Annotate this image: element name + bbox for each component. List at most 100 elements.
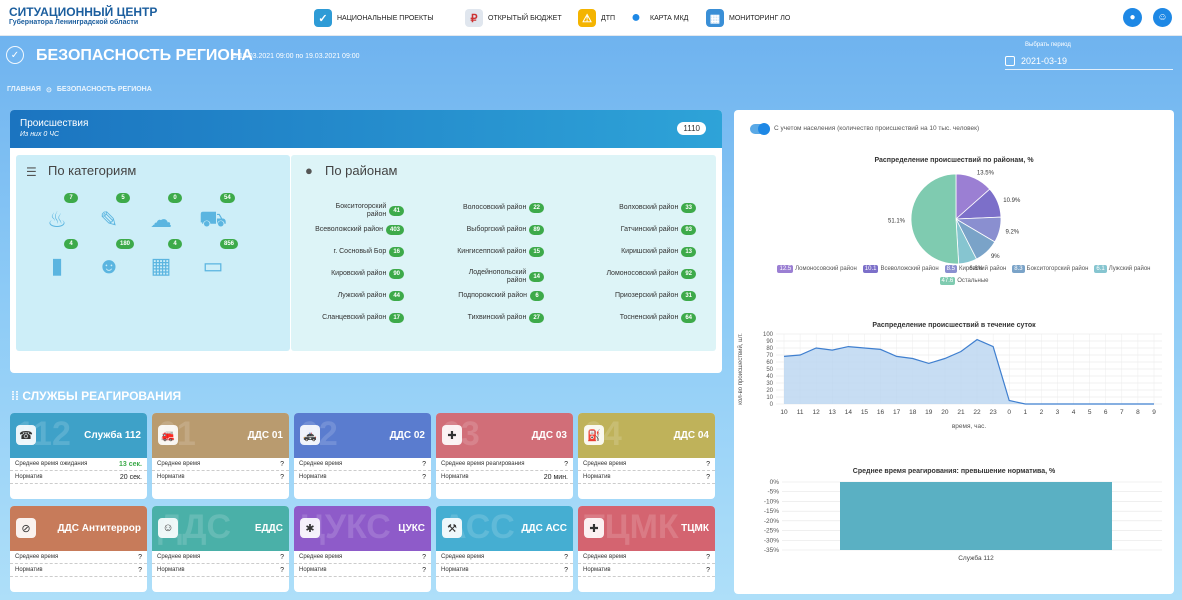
pie-legend-item[interactable]: 6.1 Лужский район [1094,265,1151,273]
pie-legend-item[interactable]: 12.5 Ломоносовский район [777,265,857,273]
district-item[interactable]: Тосненский район 64 [620,313,696,323]
district-item[interactable]: Лужский район 44 [338,291,404,301]
district-item[interactable]: Подпорожский район 6 [458,291,544,301]
rescuer-icon: ⚒ [442,518,462,538]
district-item[interactable]: Кировский район 90 [331,269,404,279]
district-item[interactable]: Киришский район 13 [621,247,696,257]
fire-icon[interactable]: ♨ [47,207,67,232]
pie-legend-item[interactable]: 47.6 Остальные [939,277,988,285]
city-icon[interactable]: ▦ [150,253,172,278]
incidents-title: Происшествия [20,118,89,129]
service-card-header: ТЦМК ✚ ТЦМК [578,506,715,551]
pie-chart-title: Распределение происшествий по районам, % [874,157,1034,164]
bar-chart: 0% -5% -10% -15% -20% -25% -30% -35% Служба 112 [764,479,1162,562]
service-row-time: Среднее время? [436,551,573,564]
district-item[interactable]: Всеволожский район 403 [315,225,404,235]
nav-national-projects[interactable]: ✓ НАЦИОНАЛЬНЫЕ ПРОЕКТЫ [314,0,434,36]
service-norm-label: Норматив [583,474,611,480]
list-icon: ☰ [26,165,37,179]
service-time-label: Среднее время реагирования [441,461,525,467]
building-icon[interactable]: ▮ [50,253,64,278]
district-item[interactable]: Ломоносовский район 92 [606,269,696,279]
district-count-badge: 33 [681,203,696,213]
population-toggle[interactable] [750,123,770,135]
nav-open-budget[interactable]: ₽ ОТКРЫТЫЙ БЮДЖЕТ [465,0,562,36]
pie-slice-label: 51.1% [888,219,906,225]
service-norm-label: Норматив [15,567,43,573]
user-icon[interactable]: ☺ [1153,8,1172,27]
district-count-badge: 89 [529,225,544,235]
category-count-badge: 180 [116,239,135,249]
district-name: Подпорожский район [458,292,527,299]
other-icon[interactable]: ▭ [202,253,224,278]
district-item[interactable]: Лодейнопольский район 14 [456,269,544,285]
districts-title: По районам [325,163,398,178]
district-item[interactable]: г. Сосновый Бор 16 [334,247,404,257]
service-norm-label: Норматив [157,567,185,573]
service-card[interactable]: ТЦМК ✚ ТЦМК Среднее время? Норматив? [578,506,715,592]
bell-icon[interactable]: ● [1123,8,1142,27]
x-tick-label: 17 [893,409,901,416]
wrench-icon[interactable]: ✎ [99,207,119,232]
district-item[interactable]: Сланцевский район 17 [322,313,404,323]
district-item[interactable]: Выборгский район 89 [467,225,544,235]
district-count-badge: 31 [681,291,696,301]
service-row-norm: Норматив? [294,564,431,577]
line-chart-title: Распределение происшествий в течение сут… [872,322,1036,329]
district-item[interactable]: Тихвинский район 27 [468,313,544,323]
x-tick-label: 11 [797,409,804,416]
service-card[interactable]: АСС ⚒ ДДС АСС Среднее время? Норматив? [436,506,573,592]
incidents-panel: Происшествия Из них 0 ЧС 1110 ☰ По катег… [10,110,722,373]
x-tick-label: 19 [925,409,933,416]
service-card[interactable]: 03 ✚ ДДС 03 Среднее время реагирования? … [436,413,573,499]
x-tick-label: 2 [1040,409,1044,416]
legend-label: Бокситогорский район [1026,266,1089,272]
district-item[interactable]: Гатчинский район 93 [621,225,696,235]
y-tick-label: 70 [766,353,773,359]
pie-legend-item[interactable]: 8.3 Бокситогорский район [1012,265,1088,273]
district-name: Кировский район [331,270,387,277]
service-norm-value: ? [422,473,426,481]
nav-map-mkd[interactable]: ● КАРТА МКД [627,0,688,36]
district-count-badge: 14 [529,272,544,282]
service-card-header: 112 ☎ Служба 112 [10,413,147,458]
nav-dtp[interactable]: ⚠ ДТП [578,0,615,36]
service-norm-label: Норматив [441,567,469,573]
x-tick-label: 1 [1023,409,1027,416]
car-icon[interactable]: ⛟ [199,205,227,231]
district-item[interactable]: Волосовский район 22 [463,203,544,213]
service-time-label: Среднее время [299,554,343,560]
x-tick-label: 5 [1088,409,1092,416]
pie-legend-item[interactable]: 8.5 Кировский район [944,265,1006,273]
service-name: ДДС 03 [531,430,567,441]
x-tick-label: 7 [1120,409,1124,416]
x-tick-label: 13 [829,409,837,416]
x-tick-label: 12 [813,409,821,416]
service-row-time: Среднее время? [152,551,289,564]
y-tick-label: -30% [764,537,779,544]
service-card[interactable]: ДДС ☺ ЕДДС Среднее время? Норматив? [152,506,289,592]
accident-icon: ⚠ [578,9,596,27]
app-title[interactable]: СИТУАЦИОННЫЙ ЦЕНТР [9,5,158,19]
breadcrumb-home[interactable]: ГЛАВНАЯ [7,86,41,93]
service-card[interactable]: 02 🚓 ДДС 02 Среднее время? Норматив? [294,413,431,499]
service-card[interactable]: ЦУКС ✱ ЦУКС Среднее время? Норматив? [294,506,431,592]
district-item[interactable]: Приозерский район 31 [615,291,696,301]
service-card[interactable]: 01 🚒 ДДС 01 Среднее время? Норматив? [152,413,289,499]
service-norm-label: Норматив [157,474,185,480]
x-tick-label: 4 [1072,409,1076,416]
calendar-icon [1005,55,1015,66]
period-picker[interactable]: 2021-03-19 [1005,52,1173,70]
y-tick-label: -20% [764,518,779,525]
category-count-badge: 0 [168,193,182,203]
service-card[interactable]: 112 ☎ Служба 112 Среднее время ожидания 1… [10,413,147,499]
district-item[interactable]: Кингисеппский район 15 [457,247,544,257]
district-item[interactable]: Волховский район 33 [619,203,696,213]
nav-monitoring[interactable]: ▦ МОНИТОРИНГ ЛО [706,0,790,36]
weather-icon[interactable]: ☁ [150,207,172,232]
pie-legend-item[interactable]: 10.1 Всеволожский район [862,265,939,273]
service-card[interactable]: ⊘ ДДС Антитеррор Среднее время? Норматив… [10,506,147,592]
service-card[interactable]: 04 ⛽ ДДС 04 Среднее время? Норматив? [578,413,715,499]
district-item[interactable]: Бокситогорский район 41 [316,203,404,219]
people-icon[interactable]: ☻ [97,253,121,278]
